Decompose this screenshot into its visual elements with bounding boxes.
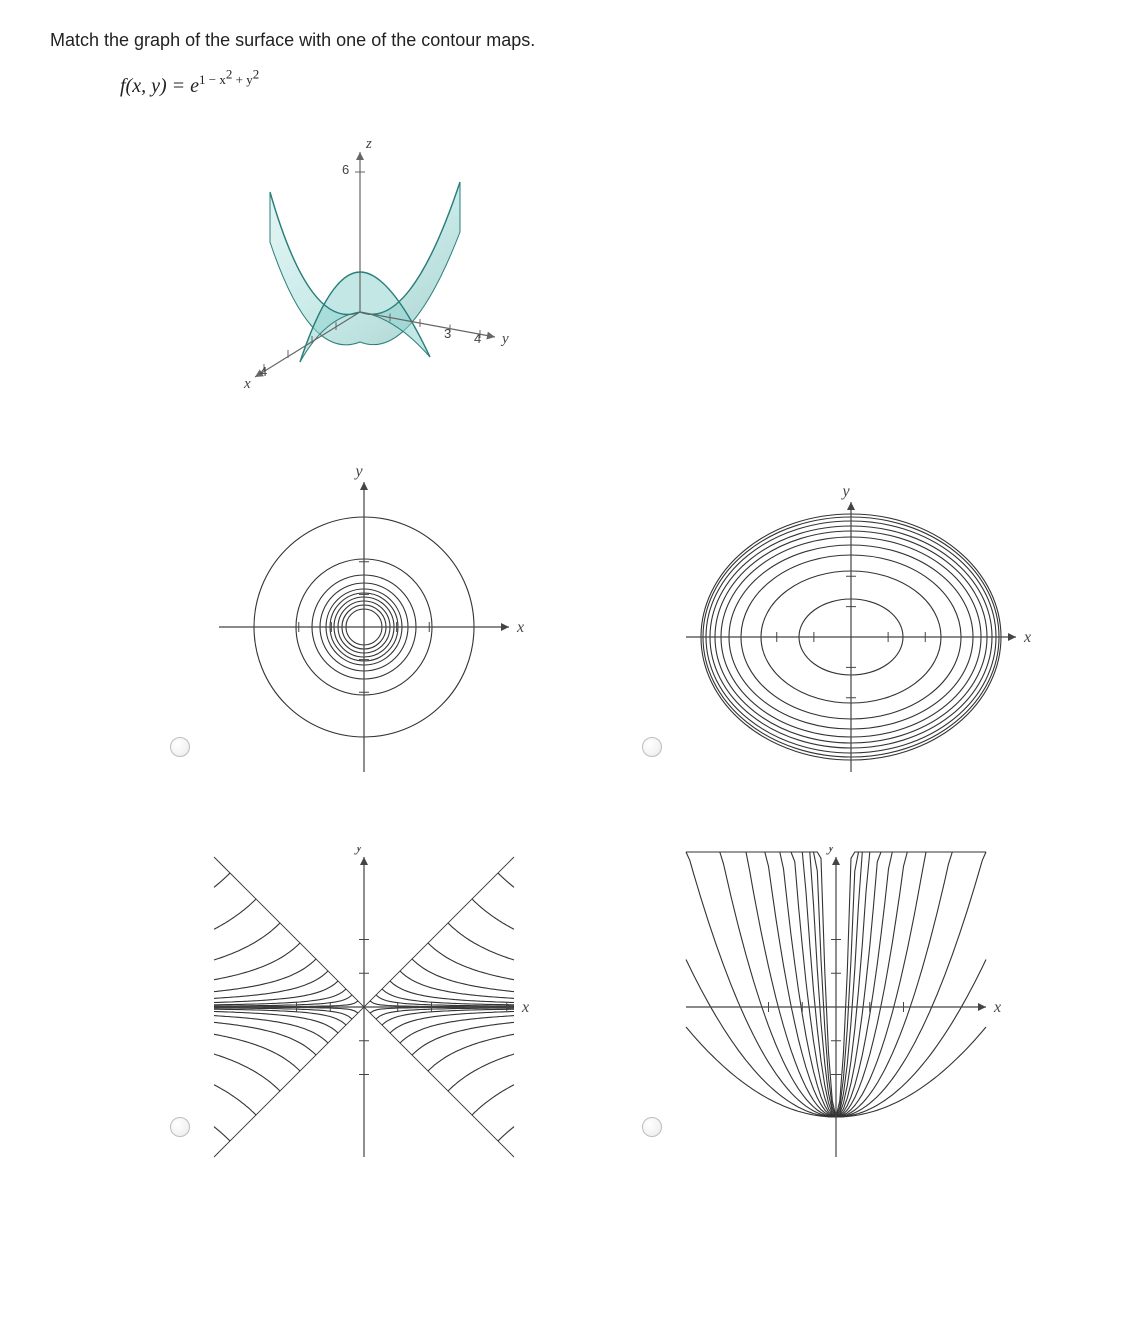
choice-A: xy — [170, 467, 612, 787]
svg-text:y: y — [840, 487, 850, 500]
svg-text:y: y — [353, 467, 363, 480]
svg-text:y: y — [500, 331, 509, 347]
radio-B[interactable] — [642, 737, 662, 757]
choice-D: xy — [642, 847, 1084, 1167]
surface-plot: z y x 6 3 4 4 — [210, 122, 1124, 427]
svg-text:3: 3 — [444, 326, 451, 341]
svg-text:y: y — [825, 847, 835, 855]
svg-text:4: 4 — [260, 364, 267, 379]
choice-B: xy — [642, 467, 1084, 787]
contour-plot-C: xy — [204, 847, 544, 1167]
svg-text:z: z — [365, 136, 372, 152]
svg-text:x: x — [516, 619, 524, 636]
svg-text:x: x — [521, 999, 529, 1016]
contour-plot-B: xy — [676, 487, 1036, 787]
function-equation: f(x, y) = e1 − x2 + y2 — [120, 67, 1124, 98]
svg-text:4: 4 — [474, 331, 481, 346]
radio-C[interactable] — [170, 1117, 190, 1137]
svg-text:x: x — [243, 376, 251, 392]
radio-D[interactable] — [642, 1117, 662, 1137]
contour-plot-D: xy — [676, 847, 1016, 1167]
radio-A[interactable] — [170, 737, 190, 757]
choice-C: xy — [170, 847, 612, 1167]
svg-text:6: 6 — [342, 162, 349, 177]
svg-text:x: x — [993, 999, 1001, 1016]
choice-grid: xy xy xy xy — [170, 467, 1084, 1167]
contour-plot-A: xy — [204, 467, 544, 787]
svg-text:y: y — [353, 847, 363, 855]
question-prompt: Match the graph of the surface with one … — [50, 30, 1124, 51]
surface-svg: z y x 6 3 4 4 — [210, 122, 510, 422]
svg-text:x: x — [1023, 629, 1031, 646]
